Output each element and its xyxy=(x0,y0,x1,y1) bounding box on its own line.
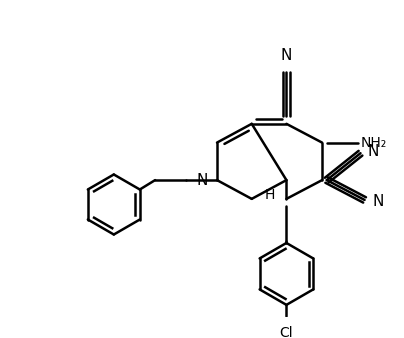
Text: NH₂: NH₂ xyxy=(360,136,387,150)
Text: N: N xyxy=(368,144,379,159)
Text: N: N xyxy=(281,48,292,63)
Text: H: H xyxy=(265,188,275,201)
Text: N: N xyxy=(372,194,383,209)
Text: N: N xyxy=(196,173,208,188)
Text: Cl: Cl xyxy=(280,325,293,338)
